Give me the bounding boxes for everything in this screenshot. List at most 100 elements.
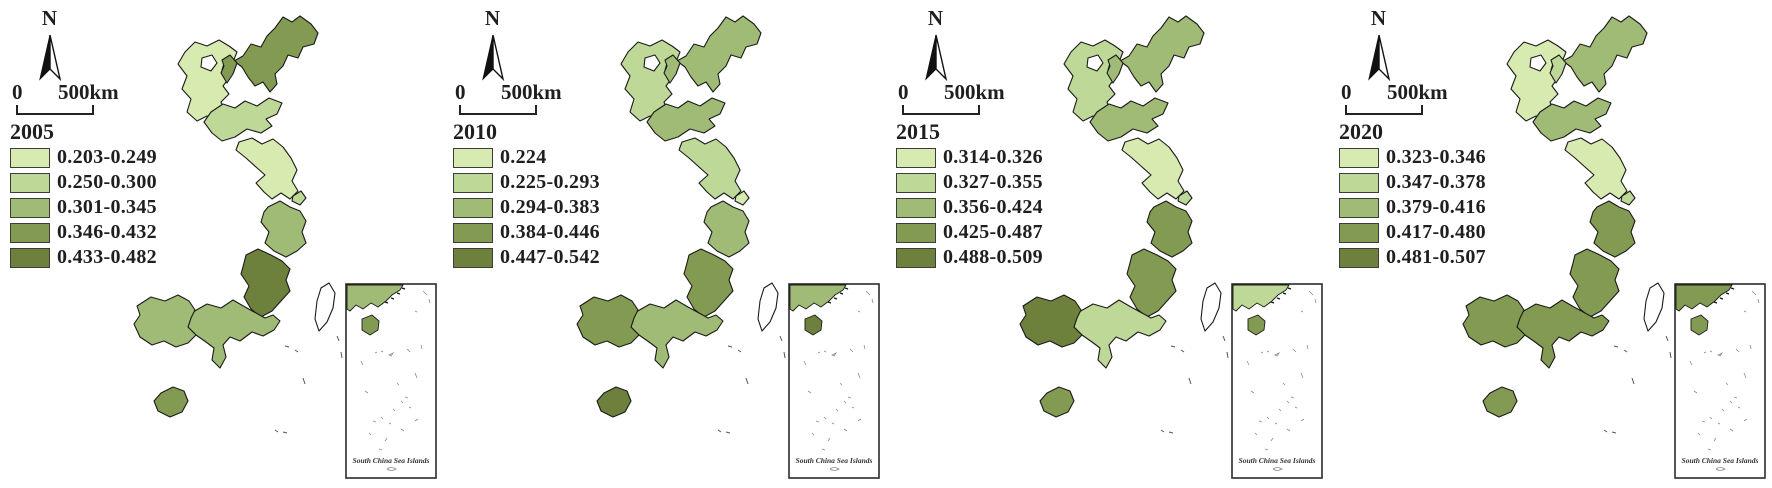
choropleth-map [1462,15,1672,434]
inset-islet-marks [803,290,874,451]
legend-label-1: 0.203-0.249 [57,146,157,168]
inset-islet-mark [1272,467,1283,471]
legend-swatch-2 [1339,172,1379,193]
north-label: N [41,6,59,30]
small-islets [1160,335,1229,434]
scale-bar: 0 500km [8,80,158,115]
panel-year-title: 2015 [896,119,940,144]
legend-label-3: 0.356-0.424 [943,196,1043,218]
legend-swatch-4 [896,222,936,243]
legend-swatch-5 [10,247,50,268]
region-fujian [1126,248,1177,318]
region-shanghai [1177,190,1193,206]
region-hainan [1482,386,1518,418]
legend-label-3: 0.294-0.383 [500,196,600,218]
small-islets [717,335,786,434]
legend-label-5: 0.481-0.507 [1386,246,1486,268]
region-guangdong [630,299,724,369]
compass-arrow-icon [1368,34,1391,81]
scale-bracket [1345,105,1423,115]
legend-swatch-5 [453,247,493,268]
scale-bar: 0 500km [451,80,601,115]
legend-swatch-3 [453,197,493,218]
panel-year-title: 2020 [1339,119,1383,144]
legend-label-4: 0.425-0.487 [943,221,1043,243]
legend-row: 0.347-0.378 [1339,171,1486,193]
north-arrow: N [473,6,513,81]
legend-swatch-5 [896,247,936,268]
panel-year-title: 2005 [10,119,54,144]
scale-distance-label: 500km [944,80,1005,104]
region-taiwan [314,282,336,332]
legend-swatch-4 [10,222,50,243]
scale-labels: 0 500km [1337,80,1487,104]
scale-bar: 0 500km [1337,80,1487,115]
south-china-sea-inset: South China Sea Islands [345,283,437,479]
region-guangxi [1019,294,1083,348]
region-guangdong [1073,299,1167,369]
legend-label-2: 0.225-0.293 [500,171,600,193]
region-tianjin [1106,54,1124,84]
region-taiwan [757,282,779,332]
inset-islet-mark [1715,467,1726,471]
small-islets [274,335,343,434]
scale-labels: 0 500km [451,80,601,104]
region-zhejiang [1146,200,1193,258]
legend-swatch-2 [453,172,493,193]
inset-region-hainan [1247,314,1266,336]
region-hainan [1039,386,1075,418]
scale-zero-label: 0 [455,80,466,104]
north-label: N [1370,6,1388,30]
legend-label-5: 0.447-0.542 [500,246,600,268]
legend-swatch-1 [1339,147,1379,168]
region-guangxi [576,294,640,348]
region-jiangsu [678,137,742,200]
legend-label-2: 0.327-0.355 [943,171,1043,193]
north-label: N [484,6,502,30]
map-legend: 0.323-0.346 0.347-0.378 0.379-0.416 0.41… [1339,146,1486,272]
legend-label-5: 0.433-0.482 [57,246,157,268]
inset-coast-marks [827,287,849,304]
legend-row: 0.384-0.446 [453,221,600,243]
choropleth-map [576,15,786,434]
compass-arrow-icon [925,34,948,81]
compass-arrow-icon [39,34,62,81]
legend-row: 0.417-0.480 [1339,221,1486,243]
inset-coast-marks [1713,287,1735,304]
inset-islet-marks [1689,290,1760,451]
legend-row: 0.301-0.345 [10,196,157,218]
legend-swatch-3 [10,197,50,218]
map-panel: N 0 500km 2010 0.224 0.225-0.293 [443,0,886,488]
region-guangdong [1516,299,1610,369]
map-legend: 0.314-0.326 0.327-0.355 0.356-0.424 0.42… [896,146,1043,272]
region-tianjin [220,54,238,84]
inset-region-guangdong [789,284,847,312]
map-legend: 0.224 0.225-0.293 0.294-0.383 0.384-0.44… [453,146,600,272]
region-zhejiang [260,200,307,258]
scale-zero-label: 0 [12,80,23,104]
region-tianjin [663,54,681,84]
scale-zero-label: 0 [1341,80,1352,104]
inset-label: South China Sea Islands [1239,456,1316,465]
map-panel: N 0 500km 2005 0.203-0.249 0.250-0.300 [0,0,443,488]
region-hainan [596,386,632,418]
inset-region-hainan [361,314,380,336]
region-shandong [1089,97,1169,142]
legend-swatch-4 [453,222,493,243]
scale-labels: 0 500km [8,80,158,104]
region-liaoning [1119,15,1205,93]
north-label: N [927,6,945,30]
inset-islet-mark [829,467,840,471]
legend-row: 0.346-0.432 [10,221,157,243]
legend-label-1: 0.314-0.326 [943,146,1043,168]
inset-islet-marks [1246,290,1317,451]
legend-row: 0.323-0.346 [1339,146,1486,168]
region-fujian [683,248,734,318]
scale-bracket [459,105,537,115]
south-china-sea-inset: South China Sea Islands [788,283,880,479]
region-shanghai [734,190,750,206]
inset-border [1231,283,1323,479]
north-arrow: N [1359,6,1399,81]
region-taiwan [1643,282,1665,332]
legend-label-1: 0.323-0.346 [1386,146,1486,168]
